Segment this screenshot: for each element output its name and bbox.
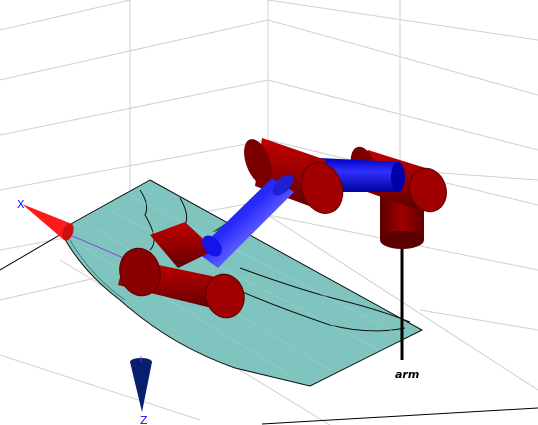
x-axis-label: X — [17, 198, 25, 211]
robot-name-label: arm — [395, 368, 419, 381]
wrist-joint — [118, 222, 245, 319]
floor-edge-right — [261, 407, 538, 425]
x-axis-arrow-icon — [22, 204, 141, 266]
workspace-surface — [59, 179, 423, 387]
z-axis-label: Z — [140, 414, 148, 425]
z-axis-arrow-icon — [130, 356, 152, 412]
